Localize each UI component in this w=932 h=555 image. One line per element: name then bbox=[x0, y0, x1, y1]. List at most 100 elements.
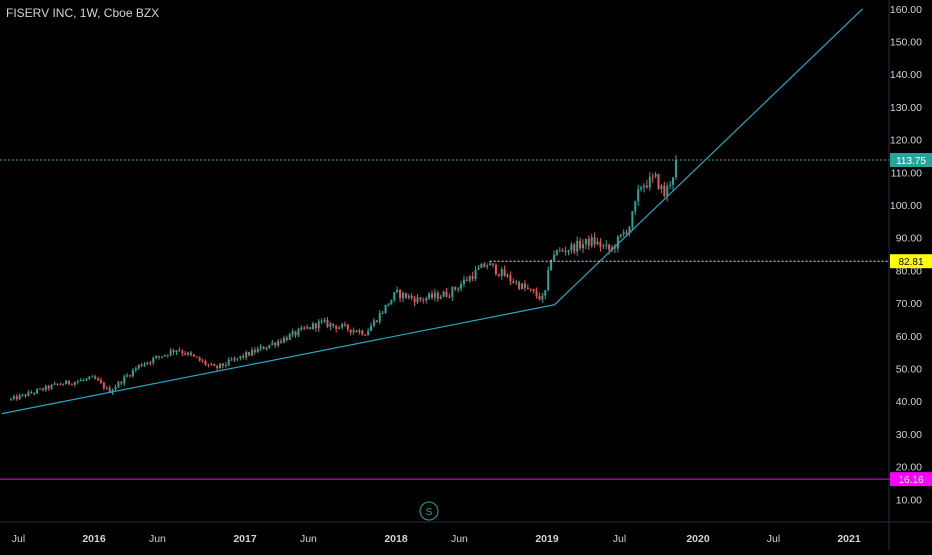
candle-body bbox=[613, 247, 616, 249]
y-tick-label: 60.00 bbox=[896, 331, 922, 343]
candle-body bbox=[352, 330, 355, 333]
candle-body bbox=[552, 254, 555, 261]
y-tick-label: 160.00 bbox=[890, 4, 922, 16]
candle-body bbox=[201, 360, 204, 362]
candle-body bbox=[189, 352, 192, 355]
candle-body bbox=[85, 378, 88, 380]
candle-body bbox=[160, 356, 163, 358]
candle-body bbox=[306, 327, 309, 329]
candle-body bbox=[422, 299, 425, 301]
candle-body bbox=[535, 291, 538, 297]
candle-body bbox=[396, 289, 399, 293]
x-tick-label: Jul bbox=[767, 533, 780, 545]
candle-body bbox=[105, 387, 108, 389]
candle-body bbox=[294, 331, 297, 336]
candle-body bbox=[332, 323, 335, 326]
x-tick-label: 2016 bbox=[82, 533, 106, 545]
candle-body bbox=[672, 177, 675, 185]
price-label-bg bbox=[890, 254, 932, 269]
candle-body bbox=[526, 287, 529, 289]
candle-body bbox=[393, 292, 396, 300]
candle-body bbox=[175, 350, 178, 353]
candle-body bbox=[146, 362, 149, 365]
candle-body bbox=[628, 226, 631, 234]
candle-body bbox=[33, 393, 36, 395]
candle-body bbox=[448, 296, 451, 298]
candle-body bbox=[407, 295, 410, 298]
candle-body bbox=[428, 293, 431, 299]
price-label: 16.16 bbox=[898, 475, 923, 486]
candle-body bbox=[36, 389, 39, 394]
candle-body bbox=[15, 396, 18, 400]
candle-body bbox=[355, 330, 358, 333]
candle-body bbox=[131, 369, 134, 377]
candle-body bbox=[590, 237, 593, 246]
candle-body bbox=[576, 240, 579, 252]
candle-body bbox=[198, 357, 201, 361]
candle-body bbox=[120, 381, 123, 384]
candle-body bbox=[648, 176, 651, 188]
candle-body bbox=[657, 174, 660, 189]
candle-body bbox=[9, 398, 12, 400]
candle-body bbox=[114, 386, 117, 390]
candle-body bbox=[140, 364, 143, 366]
price-label: 82.81 bbox=[898, 257, 923, 268]
candle-body bbox=[573, 244, 576, 252]
candle-body bbox=[413, 298, 416, 303]
candle-body bbox=[213, 364, 216, 366]
candle-body bbox=[372, 320, 375, 326]
candle-body bbox=[300, 327, 303, 330]
candle-body bbox=[486, 265, 489, 267]
candle-body bbox=[645, 185, 648, 188]
price-label-bg bbox=[890, 153, 932, 168]
candle-body bbox=[387, 304, 390, 306]
candle-body bbox=[129, 375, 132, 377]
candle-body bbox=[506, 274, 509, 277]
candle-body bbox=[50, 384, 53, 389]
candle-body bbox=[451, 287, 454, 297]
candle-body bbox=[477, 267, 480, 270]
candle-body bbox=[62, 384, 65, 386]
candle-body bbox=[471, 276, 474, 279]
candle-body bbox=[367, 331, 370, 336]
candle-body bbox=[674, 160, 677, 178]
candle-body bbox=[53, 383, 56, 385]
y-tick-label: 10.00 bbox=[896, 494, 922, 506]
candle-body bbox=[529, 288, 532, 290]
candle-body bbox=[468, 276, 471, 281]
candle-body bbox=[375, 320, 378, 322]
candle-body bbox=[24, 394, 27, 397]
x-tick-label: Jul bbox=[613, 533, 626, 545]
candle-body bbox=[224, 364, 227, 366]
candle-body bbox=[242, 355, 245, 358]
candle-body bbox=[126, 375, 129, 377]
x-tick-label: Jun bbox=[300, 533, 317, 545]
candle-body bbox=[346, 324, 349, 330]
candle-body bbox=[216, 365, 219, 369]
y-tick-label: 30.00 bbox=[896, 429, 922, 441]
x-tick-label: 2020 bbox=[686, 533, 710, 545]
candle-body bbox=[274, 342, 277, 346]
candle-body bbox=[567, 250, 570, 252]
candle-body bbox=[91, 376, 94, 378]
candle-body bbox=[622, 232, 625, 235]
candle-body bbox=[370, 325, 373, 332]
candle-body bbox=[227, 359, 230, 365]
candle-body bbox=[558, 250, 561, 252]
candle-body bbox=[79, 380, 82, 382]
candle-body bbox=[169, 350, 172, 356]
candle-body bbox=[425, 298, 428, 301]
candle-body bbox=[314, 323, 317, 329]
candle-body bbox=[361, 330, 364, 335]
candle-body bbox=[123, 376, 126, 384]
y-tick-label: 40.00 bbox=[896, 396, 922, 408]
candle-body bbox=[239, 355, 242, 359]
candle-body bbox=[230, 359, 233, 361]
candle-body bbox=[547, 269, 550, 291]
candle-body bbox=[521, 283, 524, 290]
candle-body bbox=[465, 279, 468, 281]
candle-body bbox=[596, 241, 599, 245]
candle-body bbox=[619, 234, 622, 237]
candle-body bbox=[70, 383, 73, 385]
